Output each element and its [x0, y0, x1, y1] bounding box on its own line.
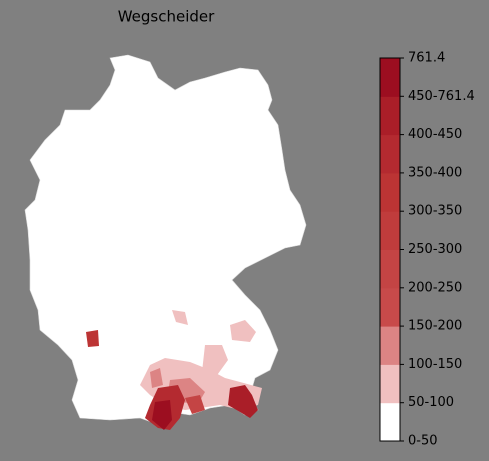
colorbar-segment: [380, 364, 400, 404]
colorbar-tick-label: 50-100: [408, 395, 454, 410]
colorbar-tick-label: 761.4: [408, 51, 445, 66]
colorbar-tick-label: 400-450: [408, 127, 462, 142]
colorbar-segment: [380, 211, 400, 250]
colorbar-tick-label: 350-400: [408, 165, 462, 180]
colorbar: 0-50 50-100 100-150 150-200 200-250 250-300 30…: [379, 51, 475, 449]
map-title: Wegscheider: [118, 8, 215, 26]
colorbar-tick-label: 200-250: [408, 280, 462, 295]
region: [228, 385, 258, 418]
region: [152, 400, 172, 430]
colorbar-segment: [380, 326, 400, 365]
colorbar-tick-label: 250-300: [408, 242, 462, 257]
region: [86, 330, 99, 347]
region: [202, 345, 228, 378]
region: [150, 368, 163, 388]
colorbar-tick-label: 300-350: [408, 204, 462, 219]
colorbar-segment: [380, 402, 400, 442]
colorbar-segment: [380, 249, 400, 289]
region: [172, 310, 188, 325]
colorbar-segment: [380, 287, 400, 327]
colorbar-segment: [380, 96, 400, 136]
region: [185, 395, 205, 414]
colorbar-tick-label: 450-761.4: [408, 89, 475, 104]
colorbar-segment: [380, 58, 400, 97]
colorbar-tick-label: 150-200: [408, 319, 462, 334]
colorbar-segment: [380, 134, 400, 174]
region: [230, 320, 256, 342]
colorbar-tick-label: 0-50: [408, 434, 438, 449]
germany-map: [24, 54, 307, 430]
colorbar-tick-label: 100-150: [408, 357, 462, 372]
colorbar-segment: [380, 172, 400, 212]
